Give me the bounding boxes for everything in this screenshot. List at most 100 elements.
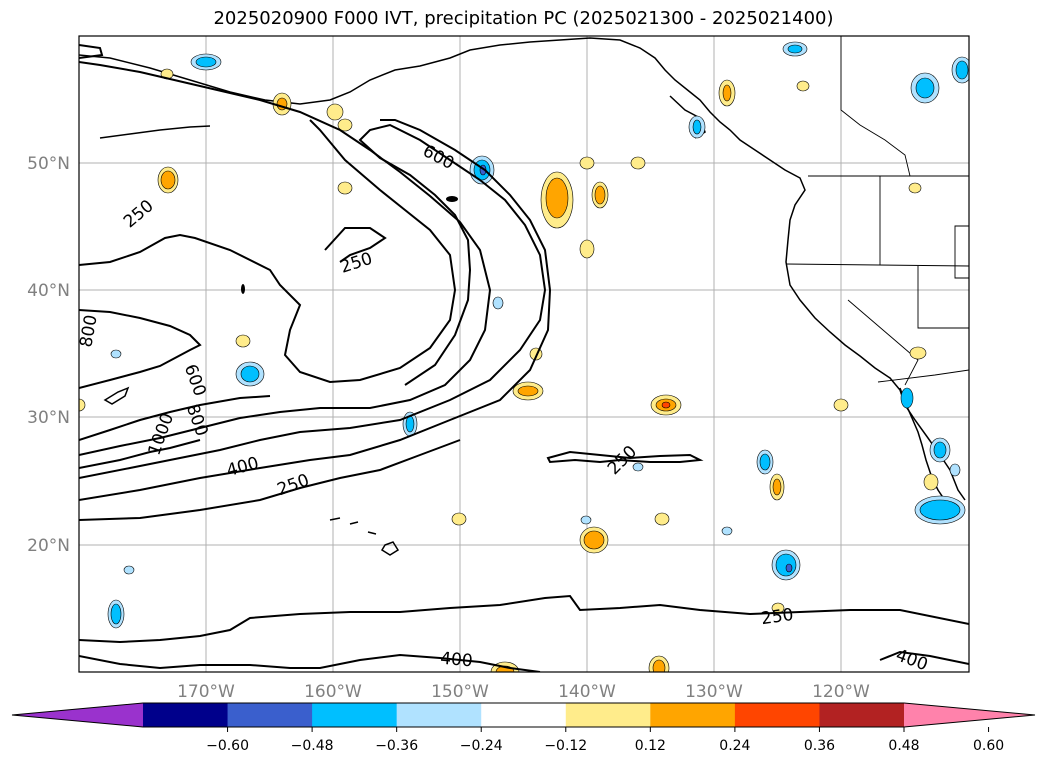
pos-patch-24 [923,473,939,491]
colorbar-segment [227,703,313,727]
ivt-400-outer [79,123,547,479]
lat-label-20n: 20°N [27,536,70,556]
ivt-contours [79,44,969,672]
neg-patch-10-core [775,553,797,577]
pos-patch-17-core [517,385,539,397]
colorbar-segment [819,703,905,727]
negative-anomaly-patches [107,41,969,629]
neg-patch-7-core [915,77,935,99]
contour-label: 250 [760,605,795,629]
lat-label-30n: 30°N [27,408,70,428]
contour-mark-2 [446,196,458,202]
neg-patch-11-core [933,441,947,459]
pos-patch-8-core [594,185,606,205]
lon-label-120w: 120°W [812,682,870,702]
ivt-250-blob [324,227,387,263]
pos-patch-21 [654,512,670,526]
contour-label: 800 [76,313,101,348]
colorbar-outline [11,702,1036,728]
lat-label-50n: 50°N [27,154,70,174]
border-us-mexico [877,369,969,383]
neg-patch-6-core [787,44,803,54]
pos-patch-7-core [545,177,569,219]
small-island [103,386,130,405]
pos-patch-12-core [722,84,732,102]
colorbar-segment [143,703,229,727]
colorbar-segment [565,703,651,727]
pos-patch-29 [79,398,86,412]
neg-patch-15 [492,296,504,310]
pos-patch-25 [909,346,927,360]
colorbar-tick-label: −0.48 [291,738,334,754]
neg-patch-13 [900,387,914,409]
precipitation-anomaly-fills [79,41,969,672]
pos-patch-14 [908,182,922,194]
pos-patch-13 [796,80,810,92]
ivt-800 [79,395,271,441]
colorbar-tick-label: 0.36 [804,738,835,754]
colorbar: −0.60 −0.48 −0.36 −0.24 −0.12 0.12 0.24 0.36 0.4… [11,702,1036,754]
hawaii-islands [329,517,400,556]
ivt-250-south-band [79,594,969,644]
neg-patch-8-core [955,60,969,80]
neg-patch-9-core [759,453,771,471]
neg-patch-3-core [240,365,260,383]
colorbar-segment [904,703,1035,727]
lon-label-150w: 150°W [431,682,489,702]
pos-patch-9 [579,156,595,170]
border-or-ca [785,263,969,267]
neg-patch-19 [123,565,135,575]
border-box [954,225,969,279]
pos-patch-22-core [583,530,605,550]
neg-patch-4-core [405,415,415,433]
gridlines [79,36,969,672]
ivt-250-closed [546,450,704,464]
lon-label-140w: 140°W [558,682,616,702]
lat-label-40n: 40°N [27,281,70,301]
colorbar-tick-label: 0.60 [973,738,1004,754]
aleutian-islands [99,125,211,139]
colorbar-segment [312,703,398,727]
pos-patch-5 [337,118,353,132]
map-title: 2025020900 F000 IVT, precipitation PC (2… [213,8,834,29]
political-borders [785,36,969,386]
colorbar-tick-label: −0.60 [206,738,249,754]
colorbar-segment [481,703,567,727]
pos-patch-15 [235,334,251,348]
neg-patch-18 [110,349,122,359]
pos-patch-10 [630,156,646,170]
map-border [78,35,970,673]
lon-label-130w: 130°W [685,682,743,702]
border-alaska-canada [840,36,911,177]
border-nv [917,266,969,329]
colorbar-tick-label: −0.36 [375,738,418,754]
colorbar-tick-label: 0.48 [888,738,919,754]
lat-labels: 50°N 40°N 30°N 20°N [27,154,70,556]
neg-patch-20 [632,462,644,472]
ivt-250-north [79,61,492,456]
colorbar-tick-label: −0.24 [460,738,503,754]
contour-mark-1 [241,284,245,294]
colorbar-segment [12,703,143,727]
ivt-400-south [79,653,541,672]
ivt-250-south [79,439,461,521]
north-america-coast [79,37,966,501]
ivt-250-inner [79,119,457,384]
pos-patch-19 [833,398,849,412]
map-panel [79,36,969,672]
colorbar-tick-label: 0.12 [635,738,666,754]
colorbar-segment [734,703,820,727]
pos-patch-28-core [652,659,666,672]
lon-label-160w: 160°W [304,682,362,702]
pos-patch-11 [579,239,595,259]
lon-label-170w: 170°W [177,682,235,702]
neg-patch-12-core [919,499,961,521]
neg-patch-17 [721,526,733,536]
neg-patch-14-core [110,603,122,625]
border-ca-nv [847,299,919,386]
pos-patch-1-core [160,170,176,190]
lon-labels: 170°W 160°W 150°W 140°W 130°W 120°W [177,682,870,702]
pos-patch-18-inner [661,401,671,409]
neg-patch-21 [949,463,961,477]
